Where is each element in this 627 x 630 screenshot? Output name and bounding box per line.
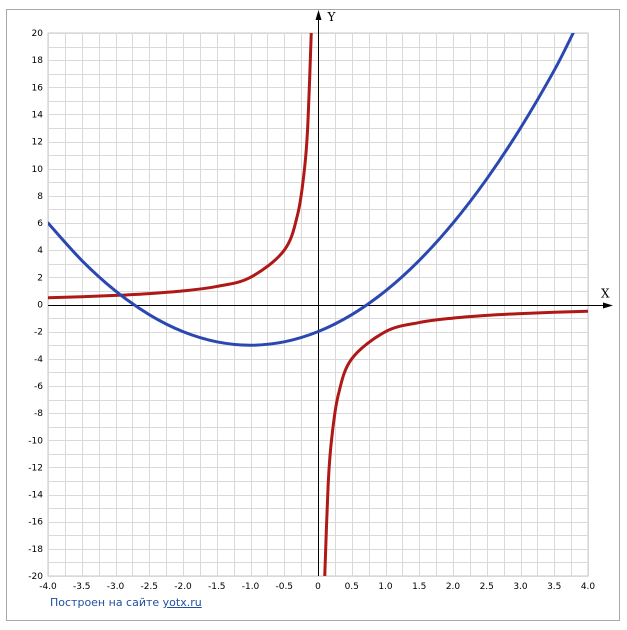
y-tick-label: -4: [34, 355, 43, 365]
x-tick-label: 0: [315, 582, 321, 592]
x-tick-label: 0.5: [345, 582, 359, 592]
y-tick-label: -8: [34, 409, 43, 419]
y-tick-label: 4: [37, 246, 43, 256]
y-tick-label: -6: [34, 382, 43, 392]
y-tick-label: 6: [37, 219, 43, 229]
y-tick-label: -20: [28, 572, 43, 582]
x-tick-label: -2.0: [174, 582, 192, 592]
x-tick-label: -3.5: [73, 582, 91, 592]
x-tick-label: -1.5: [208, 582, 226, 592]
y-tick-label: 18: [32, 56, 44, 66]
series-1: [48, 33, 575, 347]
x-tick-label: 3.0: [513, 582, 528, 592]
footer-link[interactable]: yotx.ru: [162, 596, 202, 609]
x-tick-label: 1.0: [378, 582, 393, 592]
x-tick-label: 2.5: [480, 582, 494, 592]
x-tick-label: -1.0: [242, 582, 260, 592]
footer-text: Построен на сайте: [50, 596, 163, 609]
x-tick-label: -0.5: [275, 582, 293, 592]
x-axis-label: X: [601, 287, 610, 301]
y-tick-label: 20: [32, 29, 44, 39]
y-tick-label: 8: [37, 192, 43, 202]
y-axis-arrow: [315, 10, 322, 20]
y-tick-label: 14: [32, 110, 44, 120]
x-tick-label: 2.0: [446, 582, 461, 592]
series-line: [323, 309, 588, 576]
series-line: [48, 33, 313, 300]
x-tick-label: -2.5: [140, 582, 158, 592]
x-tick-label: -3.0: [107, 582, 125, 592]
series-0: [48, 33, 588, 576]
y-tick-label: 16: [32, 83, 44, 93]
y-tick-label: -10: [28, 436, 43, 446]
y-tick-label: 0: [37, 301, 43, 311]
y-tick-label: -14: [28, 491, 43, 501]
x-tick-label: 3.5: [547, 582, 561, 592]
x-tick-label: 4.0: [581, 582, 596, 592]
y-tick-label: -16: [28, 518, 43, 528]
x-tick-label: -4.0: [39, 582, 57, 592]
y-tick-label: -2: [34, 328, 43, 338]
y-tick-label: 10: [32, 165, 44, 175]
y-tick-label: -12: [28, 463, 43, 473]
x-axis-arrow: [603, 302, 613, 309]
series-line: [48, 33, 575, 347]
footer-credit: Построен на сайте yotx.ru: [50, 596, 202, 609]
y-tick-label: 12: [32, 138, 43, 148]
y-axis-label: Y: [327, 10, 337, 24]
y-tick-label: 2: [37, 273, 43, 283]
x-tick-label: 1.5: [412, 582, 426, 592]
y-tick-label: -18: [28, 545, 43, 555]
